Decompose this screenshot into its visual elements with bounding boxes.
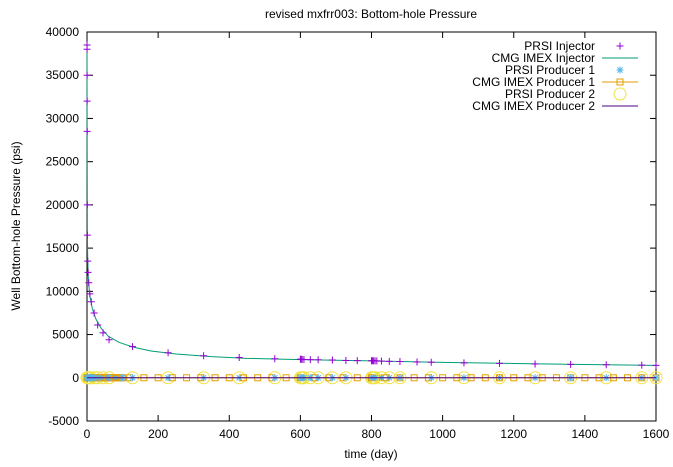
legend-label: CMG IMEX Injector bbox=[492, 51, 595, 65]
legend-marker-sample bbox=[616, 78, 624, 86]
legend-label: PRSI Injector bbox=[524, 39, 595, 53]
y-tick-label: 5000 bbox=[52, 328, 79, 342]
legend-item: CMG IMEX Producer 1 bbox=[472, 75, 638, 89]
x-tick-label: 400 bbox=[219, 427, 239, 441]
data-point bbox=[99, 329, 107, 337]
x-tick-label: 200 bbox=[148, 427, 168, 441]
legend-marker-sample bbox=[616, 42, 624, 50]
data-point bbox=[83, 97, 91, 105]
legend-item: CMG IMEX Producer 2 bbox=[472, 99, 638, 113]
data-point bbox=[129, 343, 137, 351]
legend-item: PRSI Injector bbox=[524, 39, 624, 53]
x-tick-label: 800 bbox=[361, 427, 381, 441]
data-point bbox=[83, 71, 91, 79]
y-tick-label: 30000 bbox=[46, 111, 80, 125]
series-prsi-injector bbox=[83, 41, 660, 369]
y-tick-label: 20000 bbox=[46, 198, 80, 212]
y-tick-label: 25000 bbox=[46, 155, 80, 169]
chart-title: revised mxfrr003: Bottom-hole Pressure bbox=[265, 7, 477, 21]
data-point bbox=[94, 321, 102, 329]
x-tick-label: 600 bbox=[290, 427, 310, 441]
data-point bbox=[164, 349, 172, 357]
legend-marker-sample bbox=[613, 87, 627, 101]
legend-label: CMG IMEX Producer 1 bbox=[472, 75, 595, 89]
data-point bbox=[652, 361, 660, 369]
y-axis-title: Well Bottom-hole Pressure (psi) bbox=[9, 141, 23, 310]
legend-item: PRSI Producer 1 bbox=[505, 63, 624, 77]
data-point bbox=[314, 356, 322, 364]
legend-marker-sample bbox=[616, 66, 624, 74]
data-point bbox=[300, 355, 308, 363]
data-point bbox=[602, 361, 610, 369]
data-point bbox=[271, 355, 279, 363]
data-point bbox=[328, 356, 336, 364]
data-point bbox=[531, 360, 539, 368]
data-point bbox=[496, 359, 504, 367]
data-point bbox=[83, 127, 91, 135]
data-point bbox=[200, 352, 208, 360]
y-tick-label: 0 bbox=[72, 371, 79, 385]
y-tick-label: 15000 bbox=[46, 241, 80, 255]
data-point bbox=[353, 357, 361, 365]
data-point bbox=[385, 357, 393, 365]
x-tick-label: 0 bbox=[84, 427, 91, 441]
data-point bbox=[83, 45, 91, 53]
x-tick-label: 1400 bbox=[572, 427, 599, 441]
data-point bbox=[85, 279, 93, 287]
data-point bbox=[306, 356, 314, 364]
legend-label: PRSI Producer 2 bbox=[505, 87, 595, 101]
y-tick-label: 40000 bbox=[46, 25, 80, 39]
legend-label: CMG IMEX Producer 2 bbox=[472, 99, 595, 113]
data-point bbox=[84, 257, 92, 265]
data-point bbox=[87, 298, 95, 306]
y-tick-label: -5000 bbox=[48, 414, 79, 428]
legend-label: PRSI Producer 1 bbox=[505, 63, 595, 77]
data-point bbox=[90, 309, 98, 317]
x-tick-label: 1000 bbox=[429, 427, 456, 441]
data-point bbox=[105, 336, 113, 344]
data-point bbox=[342, 356, 350, 364]
data-point bbox=[638, 361, 646, 369]
data-point bbox=[413, 358, 421, 366]
data-point bbox=[427, 358, 435, 366]
data-point bbox=[84, 268, 92, 276]
data-point bbox=[83, 231, 91, 239]
data-point bbox=[86, 290, 94, 298]
legend-item: PRSI Producer 2 bbox=[505, 87, 627, 101]
series-layer bbox=[80, 41, 663, 385]
y-axis: -5000 0 5000 10000 15000 20000 25000 30000 35000… bbox=[46, 25, 656, 428]
x-tick-label: 1600 bbox=[643, 427, 670, 441]
data-point bbox=[235, 353, 243, 361]
data-point bbox=[460, 359, 468, 367]
data-point bbox=[377, 357, 385, 365]
data-point bbox=[567, 360, 575, 368]
data-point bbox=[396, 358, 404, 366]
legend-item: CMG IMEX Injector bbox=[492, 51, 638, 65]
x-tick-label: 1200 bbox=[500, 427, 527, 441]
x-axis: 0 200 400 600 800 1000 1200 1400 1600 bbox=[84, 32, 670, 441]
data-point bbox=[83, 201, 91, 209]
y-tick-label: 10000 bbox=[46, 284, 80, 298]
x-axis-title: time (day) bbox=[344, 447, 397, 461]
y-tick-label: 35000 bbox=[46, 68, 80, 82]
